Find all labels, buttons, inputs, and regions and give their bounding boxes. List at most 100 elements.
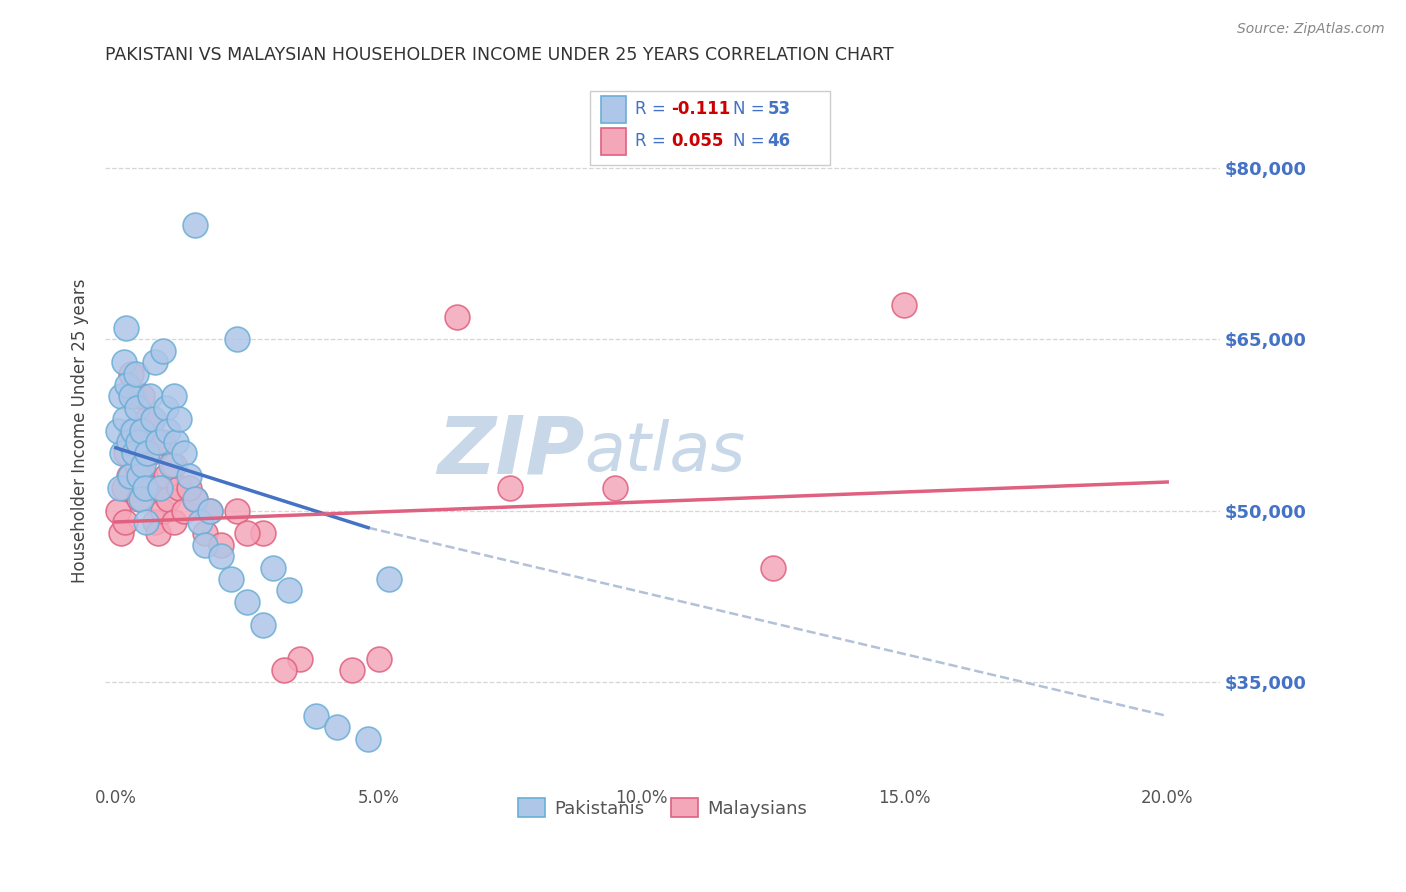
Point [118, 469, 141, 483]
Point [122, 389, 145, 403]
Point [200, 503, 222, 517]
Point [236, 526, 259, 541]
Point [121, 424, 143, 438]
Point [157, 424, 180, 438]
Point [146, 526, 169, 541]
Point [165, 435, 187, 450]
Point [134, 481, 156, 495]
Point [173, 503, 195, 517]
Point [121, 389, 143, 403]
Point [893, 298, 915, 312]
FancyBboxPatch shape [602, 128, 626, 154]
Point [112, 481, 135, 495]
Point [325, 720, 347, 734]
Point [125, 367, 148, 381]
Point [107, 424, 129, 438]
Point [762, 560, 785, 574]
Point [162, 458, 184, 472]
Point [114, 515, 136, 529]
Point [121, 367, 143, 381]
Text: R =: R = [634, 132, 671, 150]
Point [114, 412, 136, 426]
Point [129, 492, 152, 507]
Point [139, 389, 162, 403]
Point [262, 560, 284, 574]
Text: N =: N = [733, 101, 769, 119]
Point [160, 458, 183, 472]
Point [155, 401, 177, 415]
Point [125, 458, 148, 472]
Point [162, 515, 184, 529]
Point [134, 469, 156, 483]
Point [225, 503, 247, 517]
Point [200, 503, 222, 517]
Point [236, 595, 259, 609]
Point [152, 343, 174, 358]
Point [115, 321, 138, 335]
Point [141, 412, 163, 426]
Text: 53: 53 [768, 101, 790, 119]
Point [221, 572, 243, 586]
Point [121, 424, 143, 438]
Point [209, 538, 232, 552]
Point [179, 481, 201, 495]
Point [273, 663, 295, 677]
Point [146, 435, 169, 450]
Point [118, 435, 141, 450]
Point [135, 515, 157, 529]
Point [183, 492, 205, 507]
Point [179, 469, 201, 483]
Point [278, 583, 301, 598]
Point [446, 310, 468, 324]
Point [131, 389, 153, 403]
Point [288, 652, 311, 666]
FancyBboxPatch shape [602, 96, 626, 123]
Point [131, 424, 153, 438]
Point [149, 481, 172, 495]
Point [141, 412, 163, 426]
Legend: Pakistanis, Malaysians: Pakistanis, Malaysians [510, 791, 814, 825]
Point [110, 389, 132, 403]
Point [127, 435, 149, 450]
Point [117, 378, 139, 392]
Point [367, 652, 389, 666]
Point [112, 355, 135, 369]
Point [252, 526, 274, 541]
Point [152, 435, 174, 450]
Point [499, 481, 522, 495]
Point [167, 412, 190, 426]
Point [110, 526, 132, 541]
Text: 0.055: 0.055 [672, 132, 724, 150]
Y-axis label: Householder Income Under 25 years: Householder Income Under 25 years [72, 278, 89, 582]
Point [125, 401, 148, 415]
Text: N =: N = [733, 132, 769, 150]
Point [194, 526, 217, 541]
Point [162, 389, 184, 403]
Point [149, 481, 172, 495]
Point [108, 481, 131, 495]
Text: R =: R = [634, 101, 671, 119]
Point [188, 515, 211, 529]
Point [183, 492, 205, 507]
Point [605, 481, 627, 495]
Point [122, 446, 145, 460]
Point [128, 492, 150, 507]
Point [357, 731, 380, 746]
Point [115, 446, 138, 460]
Point [152, 503, 174, 517]
Point [131, 435, 153, 450]
FancyBboxPatch shape [591, 91, 830, 165]
Text: Source: ZipAtlas.com: Source: ZipAtlas.com [1237, 22, 1385, 37]
Point [111, 446, 134, 460]
Text: atlas: atlas [585, 419, 745, 485]
Point [173, 446, 195, 460]
Point [342, 663, 364, 677]
Point [167, 481, 190, 495]
Point [120, 469, 142, 483]
Text: ZIP: ZIP [437, 413, 585, 491]
Point [143, 355, 166, 369]
Text: PAKISTANI VS MALAYSIAN HOUSEHOLDER INCOME UNDER 25 YEARS CORRELATION CHART: PAKISTANI VS MALAYSIAN HOUSEHOLDER INCOM… [105, 46, 894, 64]
Point [128, 469, 150, 483]
Point [209, 549, 232, 564]
Point [225, 332, 247, 346]
